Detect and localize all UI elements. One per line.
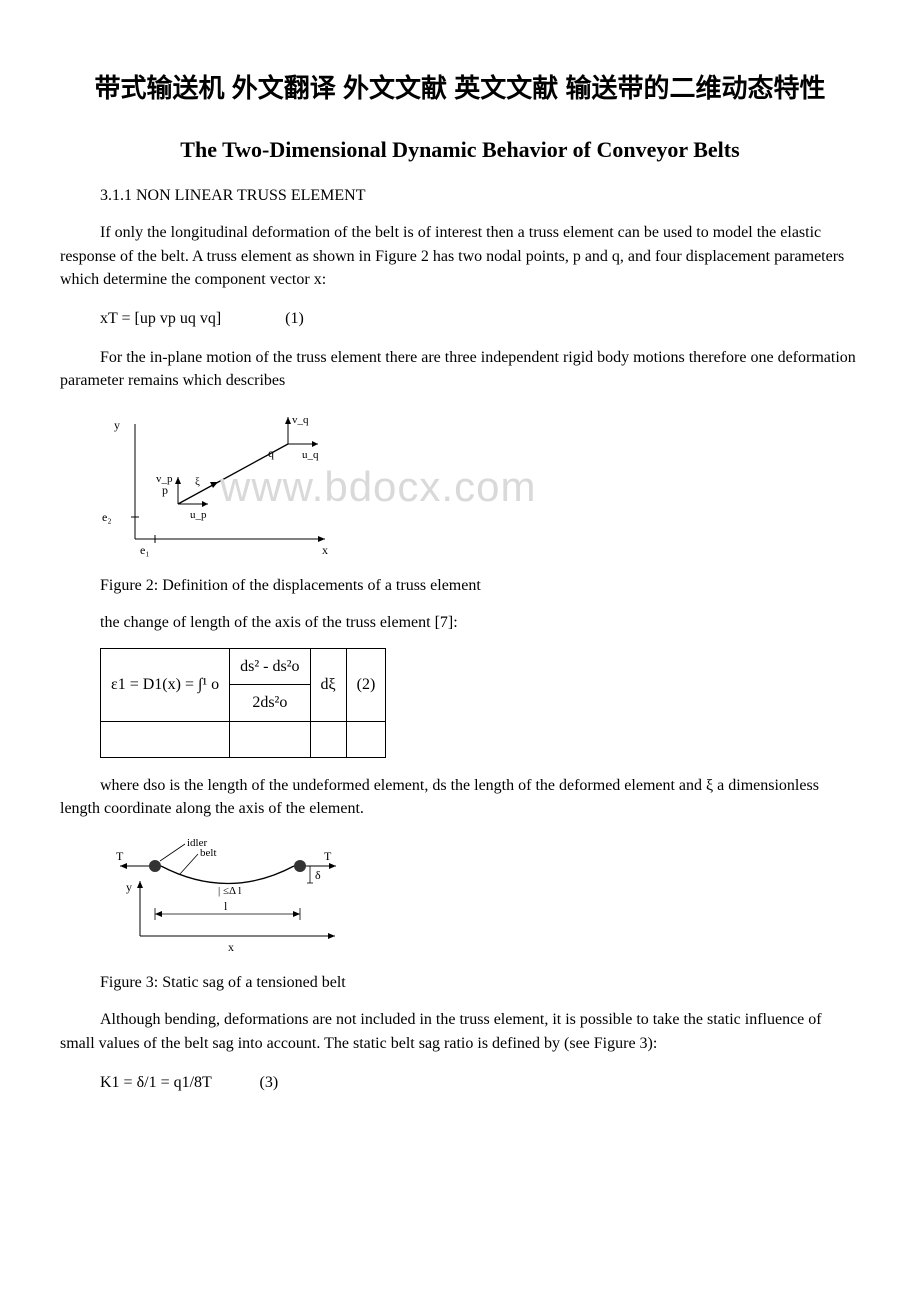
fig3-dl-label: | ≤Δ l (218, 885, 241, 897)
equation-1-number: (1) (285, 310, 304, 327)
eq2-empty-4 (346, 721, 386, 757)
eq2-number: (2) (346, 649, 386, 721)
figure-2-svg: y x e₂ e₁ p u_p v_p ξ q u_q v_q (100, 409, 350, 559)
title-english: The Two-Dimensional Dynamic Behavior of … (60, 134, 860, 166)
eq2-empty-2 (230, 721, 310, 757)
paragraph-1: If only the longitudinal deformation of … (60, 221, 860, 291)
up-label: u_p (190, 509, 207, 521)
fig3-y-label: y (126, 880, 132, 894)
fig3-x-label: x (228, 940, 234, 954)
paragraph-4: where dso is the length of the undeforme… (60, 774, 860, 820)
figure-3-container: y x T T idler belt | ≤Δ l δ l (100, 836, 860, 963)
uq-label: u_q (302, 449, 319, 461)
axis-y-label: y (114, 418, 120, 432)
axis-x-label: x (322, 543, 328, 557)
node-p-label: p (162, 483, 168, 497)
fig3-belt-label: belt (200, 847, 217, 859)
equation-3: K1 = δ/1 = q1/8T (3) (100, 1071, 860, 1094)
eq2-left: ε1 = D1(x) = ∫¹ ο (101, 649, 230, 721)
eq2-numerator: ds² - ds²o (230, 649, 310, 685)
node-q-label: q (268, 446, 274, 460)
fig3-T-left: T (116, 849, 124, 863)
paragraph-3: the change of length of the axis of the … (100, 611, 860, 634)
equation-3-number: (3) (260, 1074, 279, 1091)
basis-e1-label: e₁ (140, 543, 150, 557)
figure-3-caption: Figure 3: Static sag of a tensioned belt (100, 971, 860, 994)
paragraph-5: Although bending, deformations are not i… (60, 1008, 860, 1054)
figure-3-svg: y x T T idler belt | ≤Δ l δ l (100, 836, 360, 956)
basis-e2-label: e₂ (102, 510, 112, 524)
paragraph-2: For the in-plane motion of the truss ele… (60, 346, 860, 392)
eq2-right: dξ (310, 649, 346, 721)
equation-2-table: ε1 = D1(x) = ∫¹ ο ds² - ds²o dξ (2) 2ds²… (100, 648, 386, 758)
xi-label: ξ (195, 476, 200, 488)
fig3-T-right: T (324, 849, 332, 863)
fig3-l-label: l (224, 899, 228, 913)
figure-2-caption: Figure 2: Definition of the displacement… (100, 574, 860, 597)
equation-1: xT = [up vp uq vq] (1) (100, 307, 860, 330)
figure-2-container: y x e₂ e₁ p u_p v_p ξ q u_q v_q www.bdoc… (100, 409, 860, 566)
equation-1-text: xT = [up vp uq vq] (100, 310, 221, 327)
eq2-empty-3 (310, 721, 346, 757)
vp-label: v_p (156, 473, 173, 485)
fig3-delta-label: δ (315, 868, 321, 882)
eq2-denominator: 2ds²o (230, 685, 310, 721)
eq2-empty-1 (101, 721, 230, 757)
equation-3-text: K1 = δ/1 = q1/8T (100, 1074, 212, 1091)
title-chinese: 带式输送机 外文翻译 外文文献 英文文献 输送带的二维动态特性 (60, 70, 860, 106)
section-heading-311: 3.1.1 NON LINEAR TRUSS ELEMENT (100, 184, 860, 207)
vq-label: v_q (292, 414, 309, 426)
